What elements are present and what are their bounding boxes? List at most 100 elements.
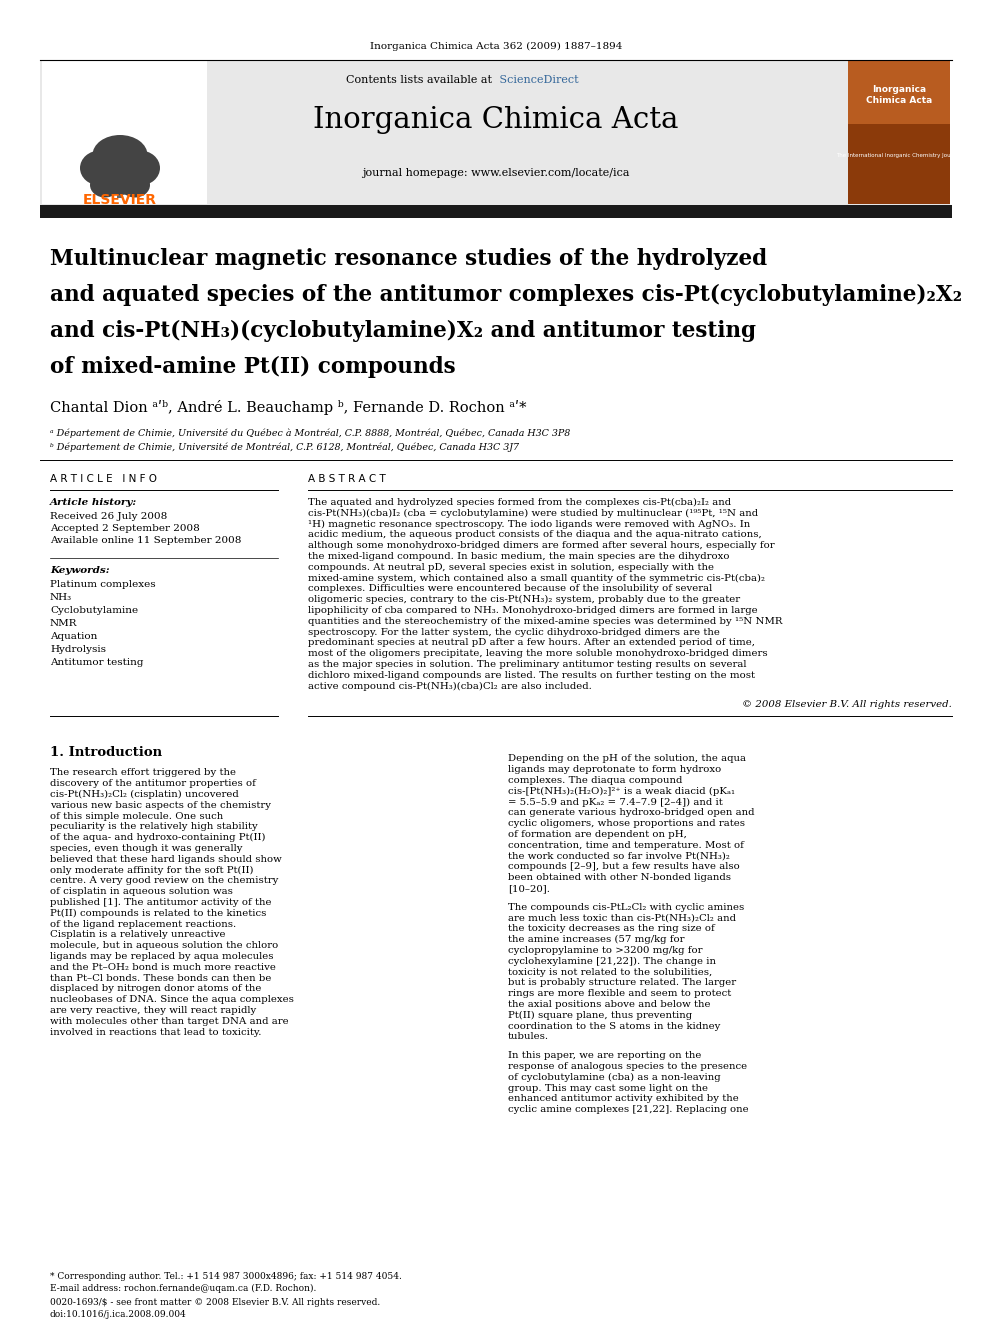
Text: Antitumor testing: Antitumor testing — [50, 658, 144, 667]
Text: Article history:: Article history: — [50, 497, 137, 507]
Text: concentration, time and temperature. Most of: concentration, time and temperature. Mos… — [508, 841, 744, 849]
Bar — [40, 205, 952, 218]
Text: Accepted 2 September 2008: Accepted 2 September 2008 — [50, 524, 199, 533]
Text: spectroscopy. For the latter system, the cyclic dihydroxo-bridged dimers are the: spectroscopy. For the latter system, the… — [308, 627, 720, 636]
Text: In this paper, we are reporting on the: In this paper, we are reporting on the — [508, 1052, 701, 1060]
Text: than Pt–Cl bonds. These bonds can then be: than Pt–Cl bonds. These bonds can then b… — [50, 974, 272, 983]
Text: involved in reactions that lead to toxicity.: involved in reactions that lead to toxic… — [50, 1028, 262, 1037]
Text: of the aqua- and hydroxo-containing Pt(II): of the aqua- and hydroxo-containing Pt(I… — [50, 833, 266, 843]
Text: been obtained with other N-bonded ligands: been obtained with other N-bonded ligand… — [508, 873, 731, 882]
Text: of cyclobutylamine (cba) as a non-leaving: of cyclobutylamine (cba) as a non-leavin… — [508, 1073, 720, 1082]
Text: the work conducted so far involve Pt(NH₃)₂: the work conducted so far involve Pt(NH₃… — [508, 852, 730, 860]
Text: but is probably structure related. The larger: but is probably structure related. The l… — [508, 979, 736, 987]
Text: Cisplatin is a relatively unreactive: Cisplatin is a relatively unreactive — [50, 930, 225, 939]
Text: Received 26 July 2008: Received 26 July 2008 — [50, 512, 168, 521]
Text: Contents lists available at: Contents lists available at — [346, 75, 496, 85]
Text: A R T I C L E   I N F O: A R T I C L E I N F O — [50, 474, 157, 484]
Text: published [1]. The antitumor activity of the: published [1]. The antitumor activity of… — [50, 898, 272, 908]
Text: nucleobases of DNA. Since the aqua complexes: nucleobases of DNA. Since the aqua compl… — [50, 995, 294, 1004]
Ellipse shape — [120, 151, 160, 185]
Text: ᵃ Département de Chimie, Université du Québec à Montréal, C.P. 8888, Montréal, Q: ᵃ Département de Chimie, Université du Q… — [50, 429, 570, 438]
Text: rings are more flexible and seem to protect: rings are more flexible and seem to prot… — [508, 990, 731, 998]
Text: the toxicity decreases as the ring size of: the toxicity decreases as the ring size … — [508, 925, 715, 934]
Text: 1. Introduction: 1. Introduction — [50, 746, 162, 759]
Text: Keywords:: Keywords: — [50, 566, 110, 576]
Text: The compounds cis-PtL₂Cl₂ with cyclic amines: The compounds cis-PtL₂Cl₂ with cyclic am… — [508, 902, 744, 912]
Text: are very reactive, they will react rapidly: are very reactive, they will react rapid… — [50, 1005, 256, 1015]
Text: Pt(II) square plane, thus preventing: Pt(II) square plane, thus preventing — [508, 1011, 692, 1020]
Text: the amine increases (57 mg/kg for: the amine increases (57 mg/kg for — [508, 935, 684, 945]
Text: Available online 11 September 2008: Available online 11 September 2008 — [50, 536, 241, 545]
Text: Cyclobutylamine: Cyclobutylamine — [50, 606, 138, 615]
Text: cyclic oligomers, whose proportions and rates: cyclic oligomers, whose proportions and … — [508, 819, 745, 828]
Ellipse shape — [92, 135, 148, 175]
Text: ¹H) magnetic resonance spectroscopy. The iodo ligands were removed with AgNO₃. I: ¹H) magnetic resonance spectroscopy. The… — [308, 520, 750, 529]
Text: toxicity is not related to the solubilities,: toxicity is not related to the solubilit… — [508, 967, 712, 976]
Text: coordination to the S atoms in the kidney: coordination to the S atoms in the kidne… — [508, 1021, 720, 1031]
Text: of the ligand replacement reactions.: of the ligand replacement reactions. — [50, 919, 236, 929]
Text: and the Pt–OH₂ bond is much more reactive: and the Pt–OH₂ bond is much more reactiv… — [50, 963, 276, 972]
Text: complexes. The diaqua compound: complexes. The diaqua compound — [508, 777, 682, 785]
Text: can generate various hydroxo-bridged open and: can generate various hydroxo-bridged ope… — [508, 808, 755, 818]
Bar — [848, 61, 950, 204]
Text: = 5.5–5.9 and pKₐ₂ = 7.4–7.9 [2–4]) and it: = 5.5–5.9 and pKₐ₂ = 7.4–7.9 [2–4]) and … — [508, 798, 723, 807]
Text: lipophilicity of cba compared to NH₃. Monohydroxo-bridged dimers are formed in l: lipophilicity of cba compared to NH₃. Mo… — [308, 606, 758, 615]
Text: ligands may deprotonate to form hydroxo: ligands may deprotonate to form hydroxo — [508, 765, 721, 774]
Text: and cis-Pt(NH₃)(cyclobutylamine)X₂ and antitumor testing: and cis-Pt(NH₃)(cyclobutylamine)X₂ and a… — [50, 320, 756, 343]
Text: are much less toxic than cis-Pt(NH₃)₂Cl₂ and: are much less toxic than cis-Pt(NH₃)₂Cl₂… — [508, 914, 736, 922]
Text: journal homepage: www.elsevier.com/locate/ica: journal homepage: www.elsevier.com/locat… — [362, 168, 630, 179]
Text: Pt(II) compounds is related to the kinetics: Pt(II) compounds is related to the kinet… — [50, 909, 267, 918]
Text: Multinuclear magnetic resonance studies of the hydrolyzed: Multinuclear magnetic resonance studies … — [50, 247, 767, 270]
Text: ScienceDirect: ScienceDirect — [496, 75, 578, 85]
Text: believed that these hard ligands should show: believed that these hard ligands should … — [50, 855, 282, 864]
Text: complexes. Difficulties were encountered because of the insolubility of several: complexes. Difficulties were encountered… — [308, 585, 712, 594]
Text: cis-Pt(NH₃)₂Cl₂ (cisplatin) uncovered: cis-Pt(NH₃)₂Cl₂ (cisplatin) uncovered — [50, 790, 239, 799]
Text: doi:10.1016/j.ica.2008.09.004: doi:10.1016/j.ica.2008.09.004 — [50, 1310, 186, 1319]
Text: predominant species at neutral pD after a few hours. After an extended period of: predominant species at neutral pD after … — [308, 639, 755, 647]
Text: * Corresponding author. Tel.: +1 514 987 3000x4896; fax: +1 514 987 4054.: * Corresponding author. Tel.: +1 514 987… — [50, 1271, 402, 1281]
Ellipse shape — [120, 172, 150, 197]
Text: acidic medium, the aqueous product consists of the diaqua and the aqua-nitrato c: acidic medium, the aqueous product consi… — [308, 531, 762, 540]
Text: tubules.: tubules. — [508, 1032, 550, 1041]
Text: compounds [2–9], but a few results have also: compounds [2–9], but a few results have … — [508, 863, 740, 872]
Text: mixed-amine system, which contained also a small quantity of the symmetric cis-P: mixed-amine system, which contained also… — [308, 574, 765, 582]
Text: cyclic amine complexes [21,22]. Replacing one: cyclic amine complexes [21,22]. Replacin… — [508, 1105, 749, 1114]
Text: peculiarity is the relatively high stability: peculiarity is the relatively high stabi… — [50, 823, 258, 831]
Text: displaced by nitrogen donor atoms of the: displaced by nitrogen donor atoms of the — [50, 984, 261, 994]
Text: oligomeric species, contrary to the cis-Pt(NH₃)₂ system, probably due to the gre: oligomeric species, contrary to the cis-… — [308, 595, 740, 605]
Text: the mixed-ligand compound. In basic medium, the main species are the dihydroxo: the mixed-ligand compound. In basic medi… — [308, 552, 729, 561]
Text: Inorganica Chimica Acta 362 (2009) 1887–1894: Inorganica Chimica Acta 362 (2009) 1887–… — [370, 41, 622, 50]
Text: © 2008 Elsevier B.V. All rights reserved.: © 2008 Elsevier B.V. All rights reserved… — [742, 700, 952, 709]
Text: most of the oligomers precipitate, leaving the more soluble monohydroxo-bridged : most of the oligomers precipitate, leavi… — [308, 650, 768, 659]
Text: response of analogous species to the presence: response of analogous species to the pre… — [508, 1062, 747, 1072]
Text: and aquated species of the antitumor complexes cis-Pt(cyclobutylamine)₂X₂: and aquated species of the antitumor com… — [50, 284, 962, 306]
Bar — [40, 60, 950, 205]
Text: Depending on the pH of the solution, the aqua: Depending on the pH of the solution, the… — [508, 754, 746, 763]
Text: NH₃: NH₃ — [50, 593, 72, 602]
Text: cis-Pt(NH₃)(cba)I₂ (cba = cyclobutylamine) were studied by multinuclear (¹⁹⁵Pt, : cis-Pt(NH₃)(cba)I₂ (cba = cyclobutylamin… — [308, 509, 758, 517]
Text: The aquated and hydrolyzed species formed from the complexes cis-Pt(cba)₂I₂ and: The aquated and hydrolyzed species forme… — [308, 497, 731, 507]
Text: molecule, but in aqueous solution the chloro: molecule, but in aqueous solution the ch… — [50, 941, 278, 950]
Text: of formation are dependent on pH,: of formation are dependent on pH, — [508, 830, 686, 839]
Text: Inorganica Chimica Acta: Inorganica Chimica Acta — [313, 106, 679, 134]
Bar — [117, 148, 123, 198]
Ellipse shape — [80, 151, 120, 185]
Text: Inorganica
Chimica Acta: Inorganica Chimica Acta — [866, 85, 932, 106]
Text: cis-[Pt(NH₃)₂(H₂O)₂]²⁺ is a weak diacid (pKₐ₁: cis-[Pt(NH₃)₂(H₂O)₂]²⁺ is a weak diacid … — [508, 787, 735, 796]
Text: The International Inorganic Chemistry Journal: The International Inorganic Chemistry Jo… — [836, 152, 961, 157]
Text: group. This may cast some light on the: group. This may cast some light on the — [508, 1084, 708, 1093]
Text: active compound cis-Pt(NH₃)(cba)Cl₂ are also included.: active compound cis-Pt(NH₃)(cba)Cl₂ are … — [308, 681, 592, 691]
Text: species, even though it was generally: species, even though it was generally — [50, 844, 242, 853]
Bar — [42, 61, 207, 204]
Text: cyclopropylamine to >3200 mg/kg for: cyclopropylamine to >3200 mg/kg for — [508, 946, 702, 955]
Text: cyclohexylamine [21,22]). The change in: cyclohexylamine [21,22]). The change in — [508, 957, 716, 966]
Text: of cisplatin in aqueous solution was: of cisplatin in aqueous solution was — [50, 888, 233, 896]
Text: quantities and the stereochemistry of the mixed-amine species was determined by : quantities and the stereochemistry of th… — [308, 617, 783, 626]
Text: various new basic aspects of the chemistry: various new basic aspects of the chemist… — [50, 800, 271, 810]
Text: Platinum complexes: Platinum complexes — [50, 579, 156, 589]
Text: The research effort triggered by the: The research effort triggered by the — [50, 769, 236, 778]
Text: A B S T R A C T: A B S T R A C T — [308, 474, 386, 484]
Text: E-mail address: rochon.fernande@uqam.ca (F.D. Rochon).: E-mail address: rochon.fernande@uqam.ca … — [50, 1285, 316, 1293]
Ellipse shape — [97, 165, 143, 194]
Text: discovery of the antitumor properties of: discovery of the antitumor properties of — [50, 779, 256, 789]
